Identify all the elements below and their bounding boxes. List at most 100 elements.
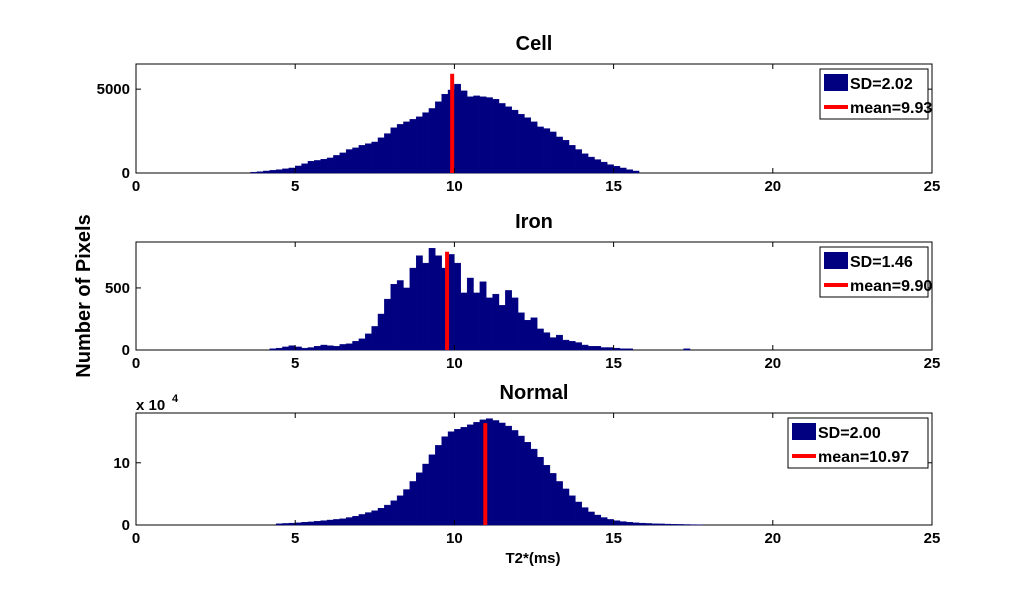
histogram-bar xyxy=(403,121,411,174)
histogram-bar xyxy=(517,114,525,174)
histogram-bar xyxy=(632,170,640,174)
histogram-bar xyxy=(511,297,519,351)
histogram-bar xyxy=(536,126,544,174)
histogram-bar xyxy=(587,346,595,351)
histogram-bar xyxy=(371,326,379,351)
histogram-bar xyxy=(543,128,551,174)
histogram-bar xyxy=(664,523,672,526)
y-tick-label: 0 xyxy=(122,342,130,359)
histogram-bar xyxy=(314,346,321,351)
histogram-bar xyxy=(600,517,608,526)
histogram-bar xyxy=(549,473,557,526)
histogram-bar xyxy=(492,99,500,174)
histogram-bar xyxy=(415,255,423,351)
x-tick-label: 20 xyxy=(764,178,781,195)
histogram-bar xyxy=(460,90,468,174)
histogram-bar xyxy=(301,522,309,526)
histogram-bar xyxy=(275,523,283,526)
histogram-bar xyxy=(307,347,315,351)
x-tick-label: 10 xyxy=(446,178,463,195)
histogram-bar xyxy=(568,495,576,526)
histogram-bar xyxy=(511,430,519,526)
histogram-bar xyxy=(454,83,461,174)
histogram-bar xyxy=(415,472,423,526)
histogram-bar xyxy=(352,341,360,351)
histogram-bar xyxy=(275,169,283,174)
histogram-bar xyxy=(619,167,627,174)
histogram-bar xyxy=(517,435,525,526)
panel-title: Cell xyxy=(516,33,553,55)
histogram-bar xyxy=(371,510,379,526)
histogram-bar xyxy=(365,333,372,351)
histogram-bar xyxy=(473,292,481,351)
histogram-bar xyxy=(568,145,576,174)
legend-label-sd: SD=1.46 xyxy=(850,254,913,271)
histogram-bar xyxy=(556,334,563,351)
histogram-bar xyxy=(345,517,353,526)
histogram-bar xyxy=(250,171,258,174)
x-tick-label: 0 xyxy=(132,178,140,195)
legend-label-sd: SD=2.02 xyxy=(850,76,913,93)
histogram-bar xyxy=(333,519,340,526)
histogram-bar xyxy=(581,344,589,351)
legend-label-mean: mean=9.90 xyxy=(850,278,932,295)
histogram-bar xyxy=(473,422,481,526)
histogram-bar xyxy=(594,514,602,526)
x-tick-label: 10 xyxy=(446,530,463,547)
histogram-bar xyxy=(358,514,366,526)
histogram-bar xyxy=(345,149,353,174)
histogram-bar xyxy=(454,428,461,526)
histogram-bar xyxy=(295,165,302,174)
histogram-bar xyxy=(358,338,366,351)
histogram-bar xyxy=(549,337,557,351)
histogram-bar xyxy=(587,511,595,526)
histogram-bar xyxy=(657,523,665,526)
histogram-bar xyxy=(352,147,360,174)
histogram-bar xyxy=(670,524,678,526)
histogram-bar xyxy=(320,159,328,174)
panel-iron: 0 5 10 15 20 25 0 500 Iron SD=1.46 mean=9.90 xyxy=(105,211,940,372)
histogram-bar xyxy=(326,345,334,351)
legend-label-mean: mean=10.97 xyxy=(818,449,909,466)
x-tick-label: 25 xyxy=(924,530,941,547)
histogram-bar xyxy=(498,103,506,174)
histogram-bar xyxy=(377,508,385,526)
histogram-bar xyxy=(530,121,538,174)
histogram-bar xyxy=(447,431,455,526)
histogram-bar xyxy=(403,489,411,526)
histogram-bar xyxy=(486,297,493,351)
histogram-bar xyxy=(352,516,360,526)
histogram-bar xyxy=(320,520,328,526)
histogram-bar xyxy=(607,347,614,351)
histogram-bar xyxy=(466,424,474,526)
x-tick-label: 15 xyxy=(605,530,622,547)
histogram-bar xyxy=(282,346,290,351)
histogram-bar xyxy=(307,161,315,174)
histogram-bar xyxy=(575,149,582,174)
histogram-bar xyxy=(333,346,340,351)
x-tick-label: 5 xyxy=(291,355,299,372)
histogram-bar xyxy=(632,522,640,526)
histogram-bar xyxy=(517,312,525,351)
histogram-bar xyxy=(524,442,532,526)
x-tick-label: 5 xyxy=(291,530,299,547)
histogram-bar xyxy=(626,169,633,174)
histogram-bar xyxy=(345,343,353,351)
histogram-bar xyxy=(626,348,633,351)
histogram-bar xyxy=(613,166,621,174)
x-tick-label: 15 xyxy=(605,178,622,195)
histogram-bar xyxy=(384,504,391,526)
histogram-bar xyxy=(422,112,430,174)
histogram-bar xyxy=(275,347,283,351)
histogram-bar xyxy=(600,161,608,174)
histogram-bar xyxy=(556,136,563,174)
x-tick-label: 5 xyxy=(291,178,299,195)
histogram-bar xyxy=(314,160,321,174)
histogram-bar xyxy=(384,133,391,174)
histogram-bar xyxy=(575,342,582,351)
histogram-bar xyxy=(562,140,570,174)
histogram-bar xyxy=(498,305,506,351)
histogram-bar xyxy=(600,347,608,351)
histogram-bar xyxy=(562,488,570,526)
histogram-bar xyxy=(645,523,653,526)
